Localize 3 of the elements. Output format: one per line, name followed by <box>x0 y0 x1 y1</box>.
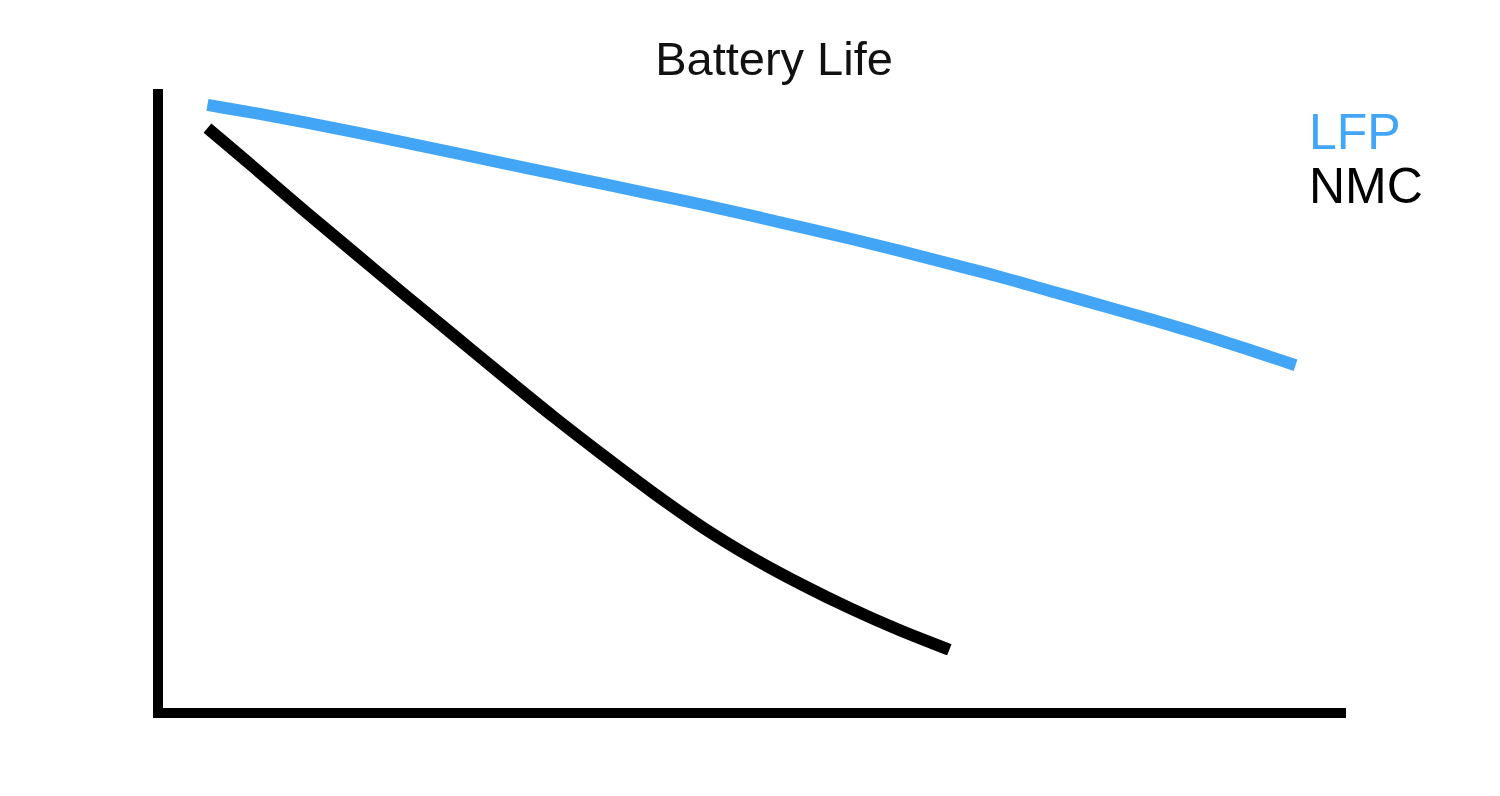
chart-title: Battery Life <box>655 32 893 85</box>
text: NMC <box>1309 158 1423 214</box>
text: LFP <box>1309 104 1401 160</box>
